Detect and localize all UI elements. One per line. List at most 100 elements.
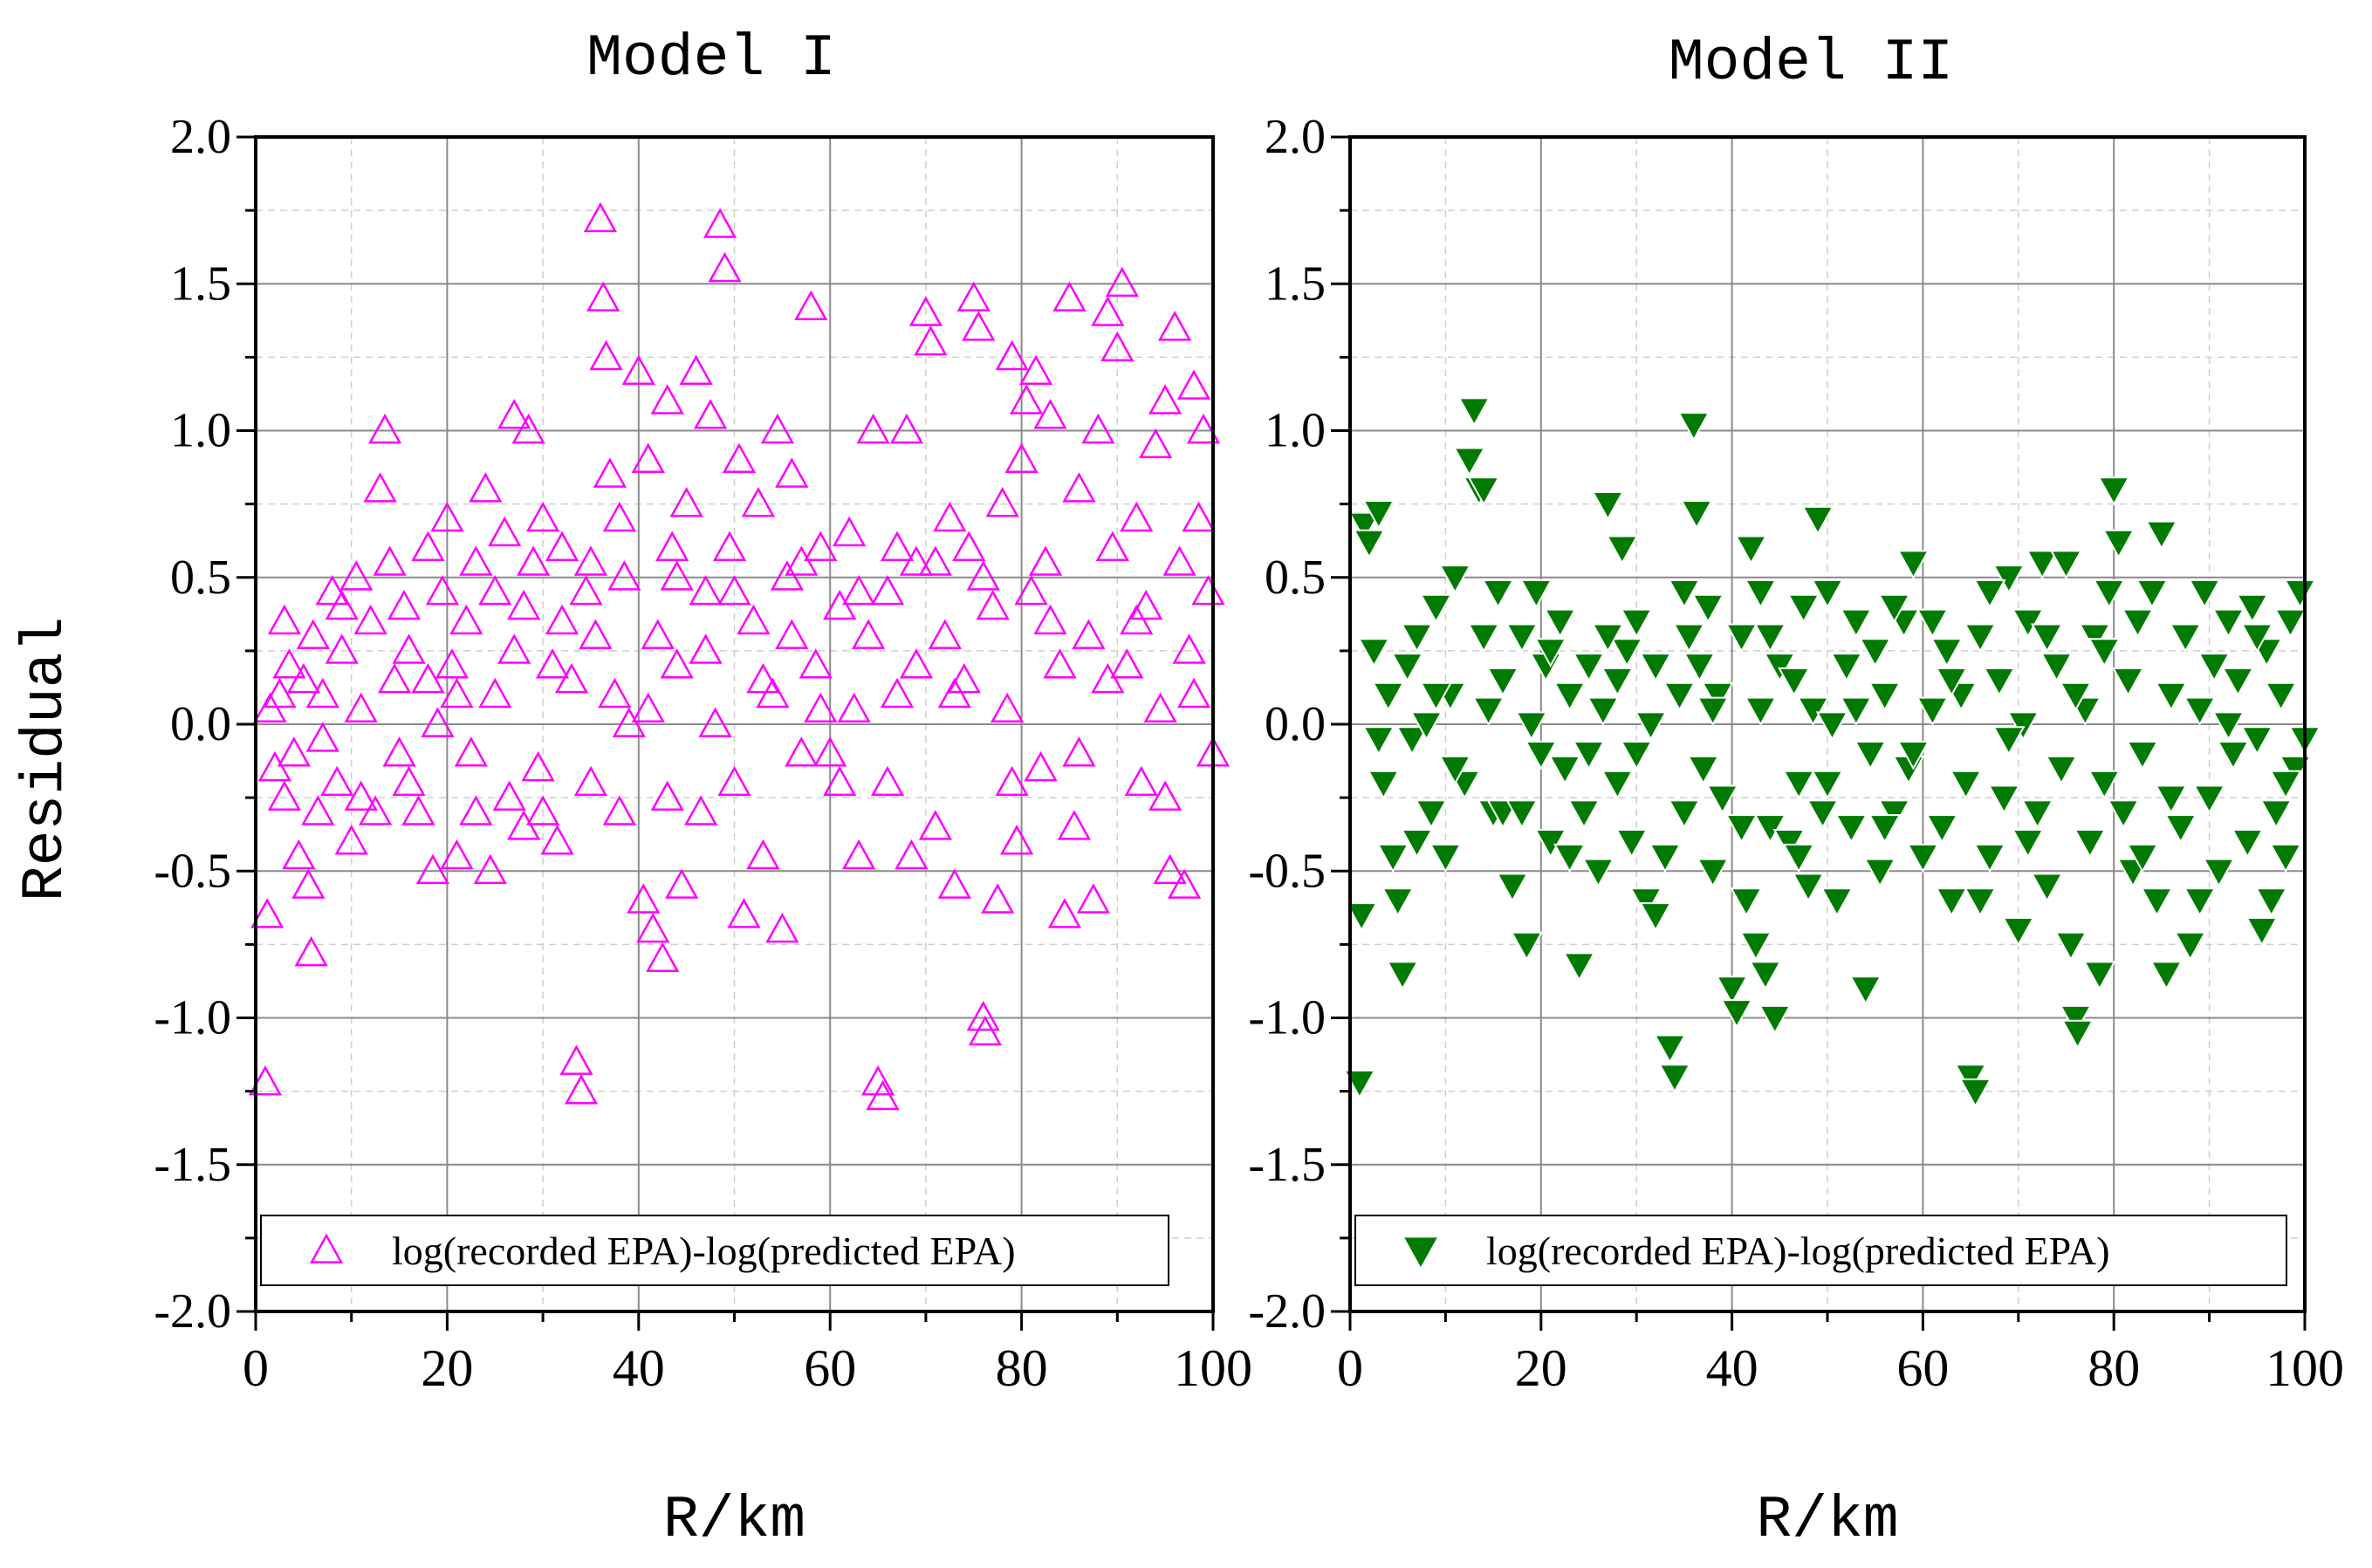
x-tick-label: 40 xyxy=(1706,1339,1758,1397)
data-point-marker xyxy=(267,780,302,811)
data-point-marker xyxy=(382,736,416,767)
data-point-marker xyxy=(1572,741,1606,770)
y-tick-label: -2.0 xyxy=(154,1284,231,1339)
data-point-marker xyxy=(248,1065,283,1096)
data-point-marker xyxy=(2006,711,2040,742)
data-point-marker xyxy=(511,413,545,444)
data-point-marker xyxy=(952,531,986,561)
data-point-marker xyxy=(1840,696,1873,727)
data-point-marker xyxy=(1992,726,2026,756)
data-point-marker xyxy=(804,531,838,561)
data-point-marker xyxy=(545,604,579,635)
x-tick-label: 20 xyxy=(421,1339,473,1397)
data-point-marker xyxy=(2245,916,2279,947)
data-point-marker xyxy=(540,825,574,855)
data-point-marker xyxy=(2211,608,2245,639)
data-point-marker xyxy=(440,839,474,870)
data-point-marker xyxy=(1004,442,1039,473)
data-point-marker xyxy=(2264,681,2298,712)
data-point-marker xyxy=(1691,593,1724,624)
data-point-marker xyxy=(1868,681,1902,712)
data-point-marker xyxy=(2126,843,2159,873)
y-tick-label: -2.0 xyxy=(1248,1284,1326,1339)
data-point-marker xyxy=(2183,887,2217,917)
data-point-marker xyxy=(392,765,426,797)
data-point-marker xyxy=(2188,579,2221,609)
data-point-marker xyxy=(823,589,857,620)
data-point-marker xyxy=(1534,829,1567,859)
data-point-marker xyxy=(655,531,689,561)
data-point-marker xyxy=(1697,858,1730,888)
data-point-marker xyxy=(305,677,339,709)
data-point-marker xyxy=(1744,696,1778,727)
data-point-marker xyxy=(1471,696,1505,727)
data-point-marker xyxy=(1567,799,1601,830)
data-point-marker xyxy=(914,325,948,356)
data-point-marker xyxy=(1009,384,1044,414)
data-point-marker xyxy=(602,501,636,532)
data-point-marker xyxy=(1581,858,1615,888)
data-point-marker xyxy=(411,531,445,561)
data-point-marker xyxy=(1683,653,1717,682)
data-point-marker xyxy=(1415,799,1448,830)
data-point-marker xyxy=(870,765,905,797)
chart-title: Model I xyxy=(586,25,836,92)
data-point-marker xyxy=(554,662,589,694)
data-point-marker xyxy=(344,692,378,723)
data-point-marker xyxy=(1453,447,1486,477)
data-point-marker xyxy=(488,516,522,547)
data-point-marker xyxy=(387,589,422,620)
data-point-marker xyxy=(976,589,1010,620)
data-point-marker xyxy=(573,765,608,797)
data-point-marker xyxy=(1467,476,1500,506)
data-point-marker xyxy=(1186,413,1221,444)
data-point-marker xyxy=(985,487,1019,517)
data-point-marker xyxy=(870,575,905,606)
data-point-marker xyxy=(1840,608,1873,639)
data-point-marker xyxy=(1343,1069,1376,1099)
data-point-marker xyxy=(1072,619,1106,649)
data-point-marker xyxy=(2183,696,2217,727)
data-point-marker xyxy=(1701,681,1734,712)
data-point-marker xyxy=(2145,520,2178,551)
y-tick-label: 1.5 xyxy=(1265,257,1326,311)
data-point-marker xyxy=(2020,799,2054,830)
data-point-marker xyxy=(272,648,306,679)
data-point-marker xyxy=(765,912,799,943)
data-point-marker xyxy=(669,487,703,517)
data-point-marker xyxy=(291,868,326,899)
data-point-marker xyxy=(573,545,608,576)
data-point-marker xyxy=(1796,696,1830,727)
data-point-marker xyxy=(559,1044,593,1075)
data-point-marker xyxy=(665,868,699,899)
data-point-marker xyxy=(1143,692,1177,723)
y-tick-label: -0.5 xyxy=(154,844,231,898)
data-point-marker xyxy=(1877,799,1911,830)
data-point-marker xyxy=(459,795,493,825)
data-point-marker xyxy=(1400,829,1434,859)
data-point-marker xyxy=(794,290,828,321)
data-point-marker xyxy=(282,839,316,870)
data-point-marker xyxy=(478,677,512,709)
data-point-marker xyxy=(650,780,684,811)
data-point-marker xyxy=(1601,667,1635,697)
data-point-marker xyxy=(995,339,1029,371)
data-point-marker xyxy=(1896,550,1930,579)
legend-box xyxy=(1354,1215,2287,1286)
data-point-marker xyxy=(1438,565,1472,594)
data-point-marker xyxy=(2192,784,2226,815)
data-point-marker xyxy=(689,633,723,664)
data-point-marker xyxy=(454,736,488,767)
x-tick-label: 20 xyxy=(1515,1339,1567,1397)
data-point-marker xyxy=(1739,931,1772,962)
data-point-marker xyxy=(1758,1004,1792,1035)
data-point-marker xyxy=(1677,412,1710,442)
data-point-marker xyxy=(2026,550,2059,579)
data-point-marker xyxy=(1139,428,1173,459)
data-point-marker xyxy=(1028,545,1063,576)
data-point-marker xyxy=(1091,296,1125,326)
data-point-marker xyxy=(586,281,620,312)
data-point-marker xyxy=(962,311,996,341)
data-point-marker xyxy=(1720,999,1753,1029)
data-point-marker xyxy=(478,575,512,606)
